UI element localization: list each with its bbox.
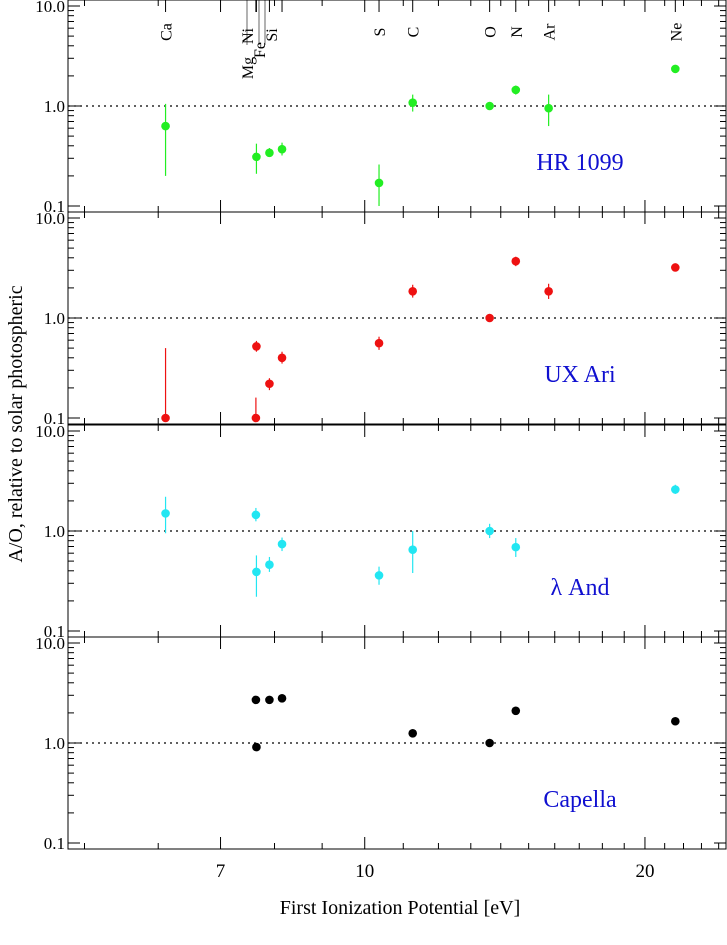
y-tick-label: 10.0 bbox=[35, 634, 65, 653]
y-tick-label: 10.0 bbox=[35, 422, 65, 441]
y-tick-label: 10.0 bbox=[35, 209, 65, 228]
x-tick-label: 10 bbox=[355, 861, 374, 882]
x-tick-label: 7 bbox=[216, 861, 226, 882]
y-tick-label: 1.0 bbox=[44, 309, 65, 328]
data-point-o bbox=[485, 526, 494, 536]
y-tick-label: 0.1 bbox=[44, 834, 65, 853]
panel-capella: 0.1 1.0 10.0 Capella bbox=[35, 634, 727, 853]
data-point-o bbox=[485, 738, 494, 748]
element-label-o: O bbox=[483, 26, 500, 38]
y-tick-label: 0.1 bbox=[44, 409, 65, 428]
data-point-si bbox=[277, 353, 287, 363]
data-point-mg bbox=[252, 742, 261, 752]
y-tick-label: 1.0 bbox=[44, 97, 65, 116]
panel-ux-ari: 0.1 1.0 10.0 UX Ari bbox=[35, 209, 727, 428]
data-point-n bbox=[511, 256, 521, 266]
data-point-ar bbox=[544, 103, 553, 113]
y-tick-label: 0.1 bbox=[44, 622, 65, 641]
y-tick-label: 0.1 bbox=[44, 197, 65, 216]
data-point-s bbox=[374, 178, 384, 188]
data-point-s bbox=[374, 571, 384, 580]
x-axis-label: First Ionization Potential [eV] bbox=[280, 897, 521, 919]
data-point-c bbox=[408, 98, 418, 107]
element-label-mg: Mg bbox=[240, 57, 257, 79]
y-axis-label: A/O, relative to solar photospheric bbox=[5, 285, 27, 562]
data-point-fe bbox=[265, 148, 274, 158]
y-tick-label: 1.0 bbox=[44, 734, 65, 753]
data-point-s bbox=[374, 338, 384, 348]
y-tick-label: 10.0 bbox=[35, 0, 65, 16]
data-point-ni bbox=[251, 695, 261, 705]
data-point-fe bbox=[265, 379, 274, 389]
data-point-o bbox=[485, 313, 494, 323]
data-point-c bbox=[408, 286, 418, 296]
data-point-ni bbox=[251, 413, 261, 423]
x-tick-label: 20 bbox=[635, 861, 654, 882]
element-label-ne: Ne bbox=[668, 23, 685, 42]
data-point-mg bbox=[252, 342, 261, 351]
element-label-ca: Ca bbox=[159, 23, 176, 41]
data-point-ca bbox=[161, 413, 170, 423]
panel-hr-1099: 0.1 1.0 10.0 HR 1099 bbox=[35, 0, 727, 216]
element-label-si: Si bbox=[264, 28, 281, 42]
star-name-label: HR 1099 bbox=[536, 150, 623, 176]
data-point-fe bbox=[265, 560, 274, 570]
element-label-fe: Fe bbox=[252, 42, 269, 58]
data-point-fe bbox=[265, 695, 274, 705]
element-label-ni: Ni bbox=[240, 27, 257, 44]
data-point-mg bbox=[252, 567, 261, 577]
star-name-label: UX Ari bbox=[544, 362, 616, 388]
star-name-label: Capella bbox=[543, 787, 617, 813]
data-point-ne bbox=[671, 263, 680, 272]
data-point-ca bbox=[161, 121, 170, 131]
data-point-ne bbox=[671, 716, 680, 726]
y-tick-label: 1.0 bbox=[44, 522, 65, 541]
data-point-c bbox=[408, 545, 418, 555]
panel--and: 0.1 1.0 10.0 λ And bbox=[35, 422, 727, 641]
element-label-s: S bbox=[372, 28, 389, 37]
data-point-n bbox=[511, 85, 521, 95]
data-point-ne bbox=[671, 485, 680, 494]
data-point-o bbox=[485, 101, 494, 111]
data-point-c bbox=[408, 729, 418, 738]
data-point-ar bbox=[544, 286, 553, 296]
element-label-n: N bbox=[509, 26, 526, 38]
data-point-ne bbox=[671, 64, 680, 74]
data-point-ca bbox=[161, 509, 170, 518]
star-name-label: λ And bbox=[551, 575, 610, 601]
element-label-c: C bbox=[406, 27, 423, 38]
data-point-mg bbox=[252, 152, 261, 162]
data-point-n bbox=[511, 542, 521, 552]
data-point-si bbox=[277, 539, 287, 549]
data-point-n bbox=[511, 706, 521, 716]
data-point-si bbox=[277, 144, 287, 154]
data-point-ni bbox=[251, 510, 261, 520]
element-label-ar: Ar bbox=[542, 23, 559, 41]
data-point-si bbox=[277, 693, 287, 703]
